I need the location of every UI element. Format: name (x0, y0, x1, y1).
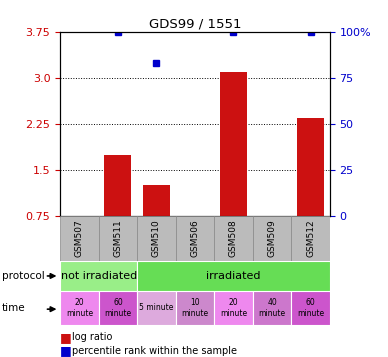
Text: 60
minute: 60 minute (297, 298, 324, 318)
Text: 20
minute: 20 minute (66, 298, 93, 318)
Bar (214, 291, 253, 325)
Text: GSM510: GSM510 (152, 220, 161, 257)
Bar (99, 216, 137, 261)
Bar (137, 216, 176, 261)
Text: percentile rank within the sample: percentile rank within the sample (72, 346, 237, 356)
Text: GSM509: GSM509 (267, 220, 277, 257)
Bar (176, 291, 214, 325)
Bar (137, 291, 176, 325)
Text: log ratio: log ratio (72, 332, 112, 342)
Bar (176, 216, 214, 261)
Bar (60, 291, 99, 325)
Text: GSM511: GSM511 (113, 220, 123, 257)
Bar (291, 291, 330, 325)
Text: GSM512: GSM512 (306, 220, 315, 257)
Bar (137, 261, 330, 291)
Text: 10
minute: 10 minute (182, 298, 208, 318)
Text: 20
minute: 20 minute (220, 298, 247, 318)
Text: GSM506: GSM506 (191, 220, 199, 257)
Text: 40
minute: 40 minute (258, 298, 286, 318)
Bar (253, 216, 291, 261)
Text: protocol: protocol (2, 271, 45, 281)
Text: ■: ■ (60, 331, 72, 344)
Bar (253, 291, 291, 325)
Text: 5 minute: 5 minute (139, 303, 174, 312)
Text: not irradiated: not irradiated (61, 271, 137, 281)
Bar (291, 216, 330, 261)
Bar (143, 185, 170, 216)
Bar (220, 72, 247, 216)
Text: GSM507: GSM507 (75, 220, 84, 257)
Title: GDS99 / 1551: GDS99 / 1551 (149, 18, 241, 31)
Bar (297, 118, 324, 216)
Text: irradiated: irradiated (206, 271, 261, 281)
Text: ■: ■ (60, 344, 72, 357)
Bar (214, 216, 253, 261)
Text: GSM508: GSM508 (229, 220, 238, 257)
Text: time: time (2, 303, 26, 313)
Bar (60, 261, 137, 291)
Bar (104, 155, 132, 216)
Text: 60
minute: 60 minute (104, 298, 132, 318)
Bar (60, 216, 99, 261)
Bar (99, 291, 137, 325)
